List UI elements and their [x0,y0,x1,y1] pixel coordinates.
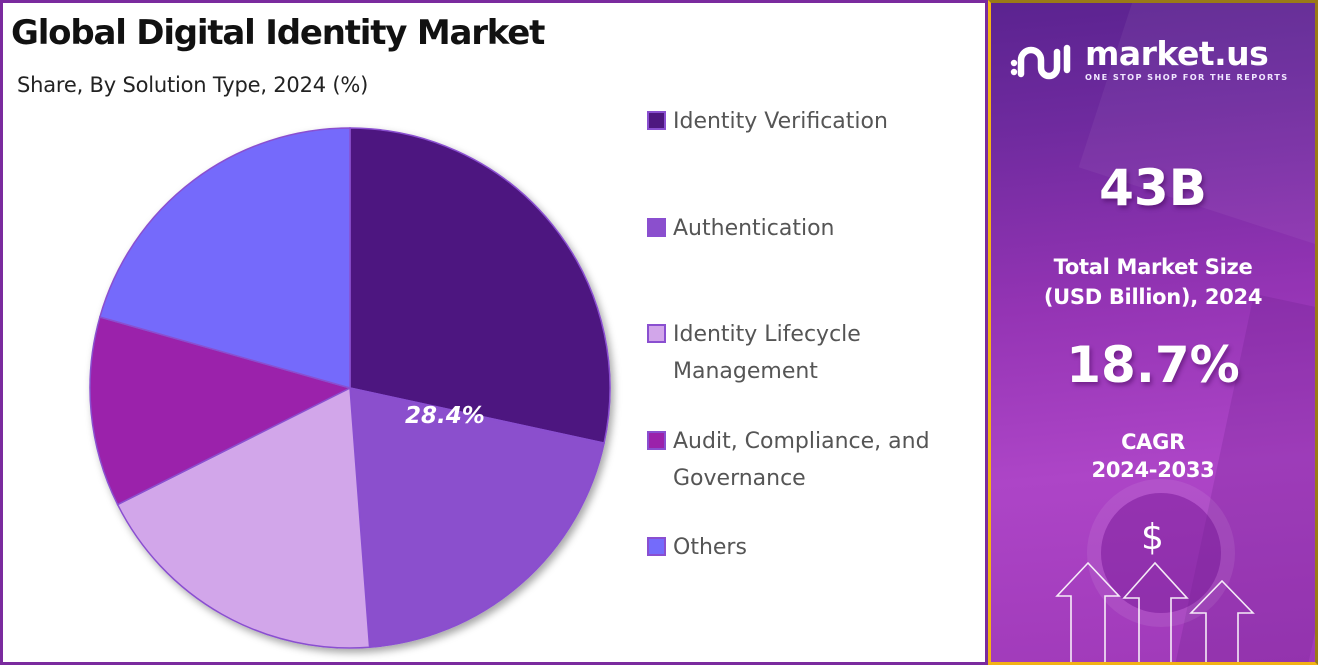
pie-slice-others [98,127,351,389]
pie-slice-audit-compliance-and-governance [89,316,353,506]
pie-chart: 28.4% [85,123,615,653]
cagr-label-line1: CAGR [1121,430,1185,454]
pie-slice-label-identity-verification: 28.4% [405,403,485,429]
legend-item-authentication: Authentication [647,210,973,247]
market-size-label-line2: (USD Billion), 2024 [1043,285,1263,309]
cagr-value: 18.7% [1066,336,1240,394]
legend-label: Authentication [673,216,835,241]
legend-swatch-icon [647,324,666,343]
legend-swatch-icon [647,218,666,237]
coffee-cup-decoration [1101,493,1221,613]
legend-item-audit-compliance-governance: Audit, Compliance, and Governance [647,423,973,497]
legend-swatch-icon [647,537,666,556]
brand-tagline: ONE STOP SHOP FOR THE REPORTS [1085,72,1289,82]
legend-item-identity-lifecycle-management: Identity Lifecycle Management [647,316,893,390]
pie-slice-identity-verification [349,127,611,445]
legend-label: Audit, Compliance, and Governance [673,429,930,491]
chart-subtitle: Share, By Solution Type, 2024 (%) [17,73,369,97]
dollar-icon: $ [1141,517,1164,558]
legend-item-others: Others [647,529,973,566]
pie-slice-identity-lifecycle-management [116,386,371,649]
pie-slice-authentication [349,387,605,649]
pie-chart-svg [89,127,611,649]
brand-logo-block[interactable]: market.us ONE STOP SHOP FOR THE REPORTS [1009,37,1289,82]
market-size-label-line1: Total Market Size [1053,255,1253,279]
market-us-logo-icon [1010,44,1071,79]
legend-swatch-icon [647,431,666,450]
legend-swatch-icon [647,111,666,130]
chart-panel: Global Digital Identity Market Share, By… [0,0,988,665]
chart-title: Global Digital Identity Market [11,13,545,53]
legend-label: Others [673,535,747,560]
market-size-value: 43B [1099,159,1207,217]
legend-label: Identity Verification [673,109,888,134]
growth-arrows-icon [1055,561,1255,662]
brand-name: market.us [1085,34,1269,73]
cagr-label-line2: 2024-2033 [1091,458,1215,482]
market-summary-panel: market.us ONE STOP SHOP FOR THE REPORTS … [988,0,1318,665]
legend-item-identity-verification: Identity Verification [647,103,973,140]
legend-label: Identity Lifecycle Management [673,322,861,384]
